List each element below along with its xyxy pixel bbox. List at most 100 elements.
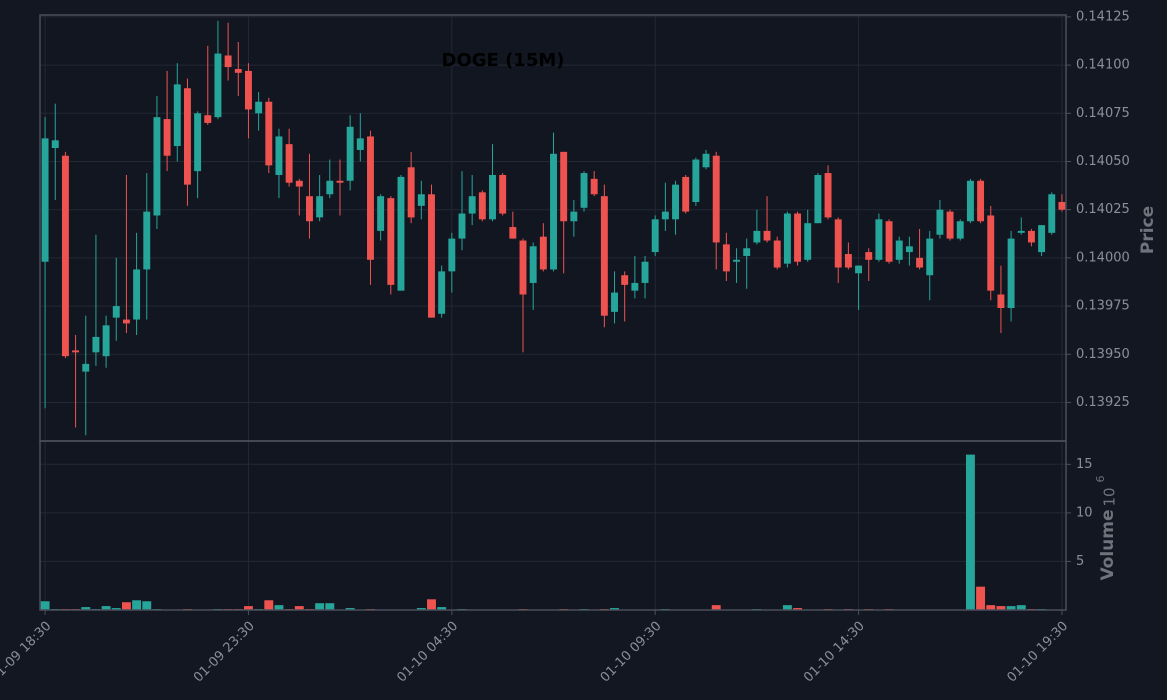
y-axis-label: Price: [1138, 206, 1158, 254]
candle-body: [844, 254, 852, 268]
volume-bar: [111, 608, 121, 610]
candle-body: [1027, 230, 1035, 243]
y-tick-label: 0.14050: [1076, 154, 1130, 169]
volume-tick-label: 5: [1076, 554, 1084, 569]
candle-body: [926, 238, 934, 276]
candle-body: [1017, 230, 1025, 233]
candle-body: [41, 138, 49, 262]
candle-body: [1038, 225, 1046, 253]
candle-body: [936, 209, 944, 235]
candle-body: [946, 211, 954, 239]
layer: [40, 15, 1067, 610]
candle-body: [367, 136, 374, 260]
candle-body: [834, 219, 842, 268]
candle-body: [214, 53, 222, 118]
y-tick-label: 0.13925: [1076, 395, 1130, 410]
candle-body: [316, 196, 324, 218]
volume-bar: [294, 606, 304, 610]
volume-bar: [416, 608, 426, 610]
candle-body: [407, 167, 415, 218]
candle-body: [763, 230, 771, 241]
candle-body: [204, 115, 212, 123]
candle-body: [255, 101, 263, 114]
volume-tick-label: 15: [1076, 457, 1093, 472]
candle-body: [509, 227, 517, 239]
candle-body: [753, 230, 761, 243]
candle-body: [417, 194, 425, 206]
volume-bar: [40, 601, 50, 610]
candle-body: [916, 257, 924, 268]
candle-body: [865, 252, 873, 260]
candle-body: [336, 180, 344, 183]
candle-body: [590, 178, 598, 195]
candle-body: [580, 173, 588, 208]
candle-body: [458, 213, 466, 239]
candle-body: [702, 153, 710, 168]
candle-body: [722, 244, 730, 272]
candle-body: [173, 84, 181, 147]
chart-title: DOGE (15M): [442, 50, 565, 71]
candle-body: [641, 261, 649, 283]
candle-body: [519, 240, 527, 295]
candle-body: [153, 117, 161, 216]
volume-bar: [264, 600, 274, 610]
candle-body: [661, 211, 669, 220]
candle-body: [387, 198, 395, 285]
volume-bar: [782, 605, 792, 610]
volume-bar: [437, 607, 447, 610]
candle-body: [529, 246, 537, 283]
candle-body: [82, 363, 90, 372]
candle-body: [143, 211, 151, 270]
volume-bar: [986, 605, 996, 610]
candle-body: [183, 88, 191, 185]
candle-body: [326, 180, 334, 195]
candle-body: [448, 238, 456, 272]
volume-bar: [243, 606, 253, 610]
candle-body: [631, 282, 639, 291]
candle-body: [102, 325, 110, 357]
candle-body: [244, 70, 252, 110]
candle-body: [560, 151, 568, 222]
candle-body: [1058, 201, 1066, 210]
volume-bar: [1006, 606, 1016, 610]
candle-body: [234, 68, 242, 73]
candle-body: [72, 350, 80, 353]
volume-bar: [274, 605, 284, 610]
y-tick-label: 0.14125: [1076, 9, 1130, 24]
candle-body: [265, 101, 273, 166]
candle-body: [489, 174, 496, 220]
candle-body: [611, 292, 618, 312]
candle-body: [194, 113, 202, 172]
candle-body: [692, 159, 700, 202]
candle-body: [743, 248, 751, 256]
volume-scale-base: 10: [1101, 487, 1119, 506]
candle-body: [478, 192, 486, 220]
volume-bar: [793, 608, 803, 610]
candle-body: [824, 173, 832, 218]
candle-body: [224, 55, 232, 68]
volume-bar: [101, 606, 111, 610]
candle-body: [783, 213, 791, 264]
y-tick-label: 0.13950: [1076, 347, 1130, 362]
candle-body: [122, 319, 130, 324]
candle-body: [163, 119, 171, 156]
candle-body: [997, 294, 1005, 308]
volume-bar: [121, 602, 131, 610]
volume-bar: [325, 603, 335, 610]
candle-body: [966, 180, 974, 222]
candle-body: [987, 215, 995, 291]
volume-tick-label: 10: [1076, 505, 1093, 520]
candle-body: [499, 174, 507, 214]
volume-bar: [1016, 605, 1026, 610]
volume-frame: [39, 440, 1067, 611]
candle-body: [356, 138, 364, 150]
volume-bar: [965, 454, 975, 610]
candle-body: [682, 176, 690, 212]
candle-body: [295, 180, 303, 187]
candle-body: [651, 219, 659, 253]
volume-bar: [711, 605, 721, 610]
candle-body: [905, 246, 913, 253]
candle-body: [804, 223, 812, 260]
candle-body: [539, 236, 547, 270]
